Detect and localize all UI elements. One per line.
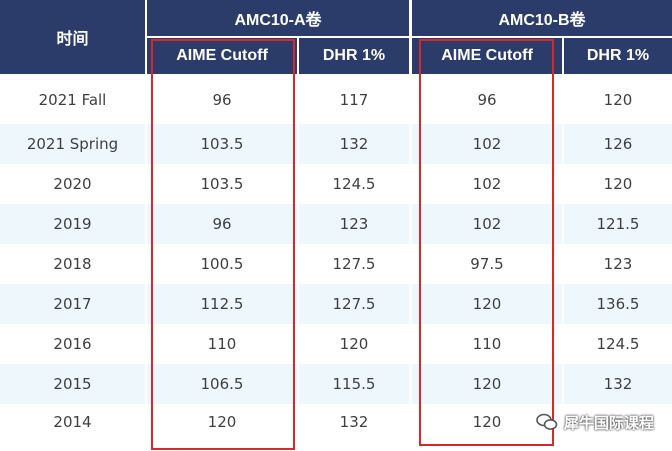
header-time: 时间 [0,0,145,74]
year-cell: 2016 [53,335,92,353]
b-dhr-cell: 136.5 [564,284,672,324]
a-dhr-cell: 127.5 [299,284,409,324]
year-cell: 2014 [53,413,92,431]
table-row: 2021 Fall 96 117 96 120 [0,80,672,120]
table-row: 2016 110 120 110 124.5 [0,324,672,364]
a-cutoff-cell: 96 [212,91,232,109]
a-cutoff-cell: 100.5 [200,255,244,273]
table-row: 2015 106.5 115.5 120 132 [0,364,672,404]
b-dhr-cell: 126 [564,124,672,164]
a-dhr-cell: 123 [299,204,409,244]
year-cell: 2017 [0,284,145,324]
b-cutoff-cell: 102 [412,204,562,244]
table-row: 2021 Spring 103.5 132 102 126 [0,124,672,164]
year-cell: 2019 [0,204,145,244]
b-dhr-cell: 123 [603,255,633,273]
year-cell: 2020 [53,175,92,193]
header-b-cutoff: AIME Cutoff [412,38,562,74]
b-dhr-cell: 121.5 [564,204,672,244]
watermark: 犀牛国际课程 [536,409,654,435]
b-dhr-cell: 124.5 [596,335,640,353]
a-dhr-cell: 124.5 [332,175,376,193]
b-cutoff-cell: 97.5 [470,255,504,273]
a-dhr-cell: 117 [339,91,369,109]
a-cutoff-cell: 103.5 [147,124,297,164]
header-group-a: AMC10-A卷 [147,0,409,36]
header-group-b: AMC10-B卷 [412,0,672,36]
year-cell: 2018 [53,255,92,273]
a-cutoff-cell: 96 [147,204,297,244]
b-cutoff-cell: 102 [412,124,562,164]
a-cutoff-cell: 120 [207,413,237,431]
a-dhr-cell: 132 [339,413,369,431]
year-cell: 2021 Fall [38,91,107,109]
a-cutoff-cell: 110 [207,335,237,353]
table-row: 2014 120 132 120 [0,402,672,442]
a-dhr-cell: 115.5 [299,364,409,404]
table-row: 2017 112.5 127.5 120 136.5 [0,284,672,324]
b-dhr-cell: 120 [603,91,633,109]
table-row: 2019 96 123 102 121.5 [0,204,672,244]
year-cell: 2015 [0,364,145,404]
b-dhr-cell: 120 [603,175,633,193]
b-cutoff-cell: 120 [412,284,562,324]
wechat-icon [536,413,558,431]
header-a-dhr: DHR 1% [299,38,409,74]
a-cutoff-cell: 106.5 [147,364,297,404]
table-row: 2018 100.5 127.5 97.5 123 [0,244,672,284]
a-cutoff-cell: 112.5 [147,284,297,324]
a-cutoff-cell: 103.5 [200,175,244,193]
b-cutoff-cell: 120 [472,413,502,431]
header-a-cutoff: AIME Cutoff [147,38,297,74]
b-dhr-cell: 132 [564,364,672,404]
header-b-dhr: DHR 1% [564,38,672,74]
b-cutoff-cell: 110 [472,335,502,353]
watermark-text: 犀牛国际课程 [563,413,654,432]
b-cutoff-cell: 120 [412,364,562,404]
table-row: 2020 103.5 124.5 102 120 [0,164,672,204]
a-dhr-cell: 120 [339,335,369,353]
b-cutoff-cell: 102 [472,175,502,193]
a-dhr-cell: 132 [299,124,409,164]
year-cell: 2021 Spring [0,124,145,164]
a-dhr-cell: 127.5 [332,255,376,273]
b-cutoff-cell: 96 [477,91,497,109]
